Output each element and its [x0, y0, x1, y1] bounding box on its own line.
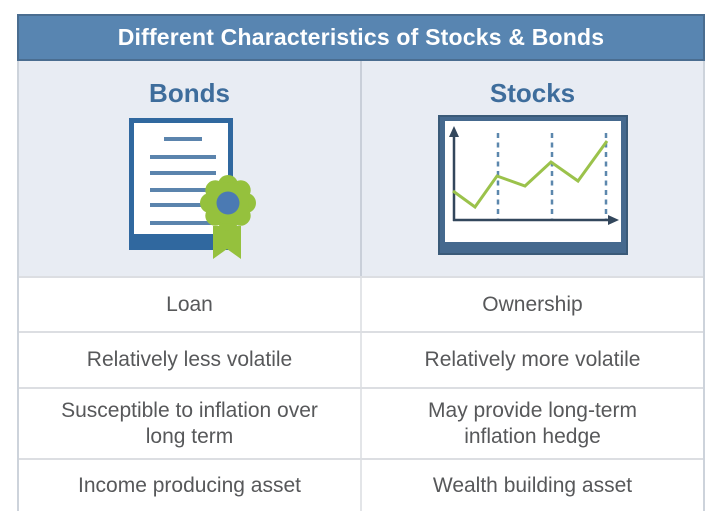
- stocks-column-label: Stocks: [489, 78, 576, 108]
- bonds-cell: Loan: [166, 292, 213, 316]
- stocks-cell: May provide long-term inflation hedge: [428, 398, 637, 448]
- stocks-cell: Ownership: [482, 292, 583, 316]
- bonds-cell: Relatively less volatile: [86, 348, 293, 371]
- column-header-panel: Bonds: [19, 61, 703, 276]
- table-row: Susceptible to inflation over long term …: [19, 387, 703, 458]
- table-body: Bonds: [17, 61, 705, 511]
- cell-divider: [360, 460, 362, 511]
- column-divider: [360, 61, 362, 276]
- cell-divider: [360, 389, 362, 458]
- bond-certificate-icon: [123, 118, 257, 265]
- bonds-column-header: Bonds: [19, 61, 360, 276]
- stocks-cell: Relatively more volatile: [424, 348, 641, 371]
- cell-divider: [360, 278, 362, 331]
- page-title: Different Characteristics of Stocks & Bo…: [117, 24, 605, 50]
- table-row: Income producing asset Wealth building a…: [19, 458, 703, 511]
- bonds-cell: Income producing asset: [78, 473, 301, 497]
- table-row: Relatively less volatile Relatively more…: [19, 331, 703, 387]
- bonds-cell: Susceptible to inflation over long term: [61, 398, 318, 448]
- stock-chart-icon: [437, 115, 628, 260]
- stocks-cell: Wealth building asset: [432, 473, 633, 497]
- comparison-table: Different Characteristics of Stocks & Bo…: [17, 14, 705, 511]
- bonds-column-label: Bonds: [149, 78, 230, 108]
- stocks-column-header: Stocks: [362, 61, 703, 276]
- cell-divider: [360, 333, 362, 387]
- title-bar: Different Characteristics of Stocks & Bo…: [17, 14, 705, 61]
- table-row: Loan Ownership: [19, 276, 703, 331]
